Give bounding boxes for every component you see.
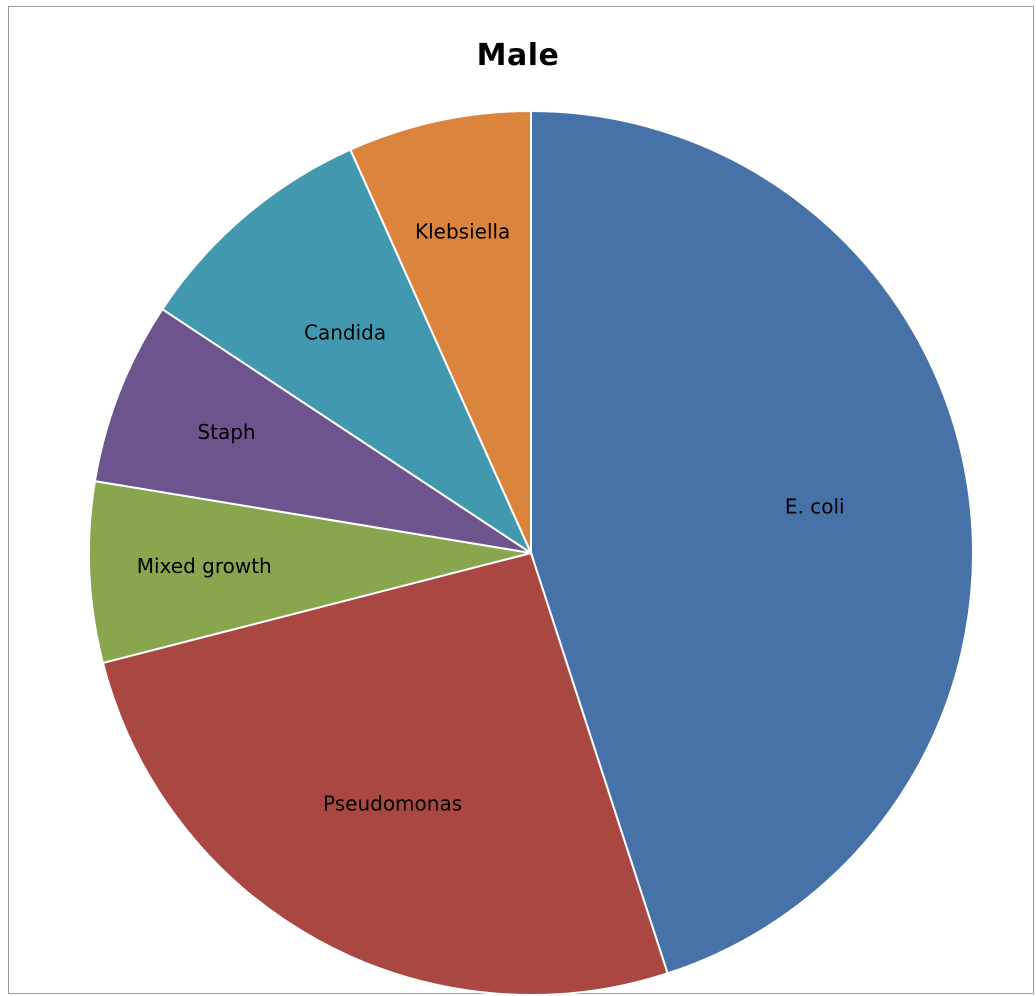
pie-label-klebsiella: Klebsiella [415, 220, 510, 244]
pie-slice-mixed-growth [88, 479, 532, 665]
pie-slice-candida [160, 148, 534, 556]
pie-slice-pseudomonas [101, 551, 669, 996]
pie-labels: E. coli Pseudomonas Mixed growth Staph Candi… [137, 220, 845, 816]
pie-label-pseudomonas: Pseudomonas [323, 791, 462, 815]
pie-slice-e-coli [530, 109, 975, 975]
pie-label-mixed-growth: Mixed growth [137, 554, 272, 578]
pie-slices [88, 109, 975, 996]
pie-label-staph: Staph [197, 420, 255, 444]
pie-slice-staph [93, 307, 532, 554]
pie-label-candida: Candida [304, 320, 386, 344]
chart-title: Male [476, 38, 560, 73]
pie-label-e-coli: E. coli [785, 495, 845, 519]
pie-slice-klebsiella [349, 109, 532, 554]
